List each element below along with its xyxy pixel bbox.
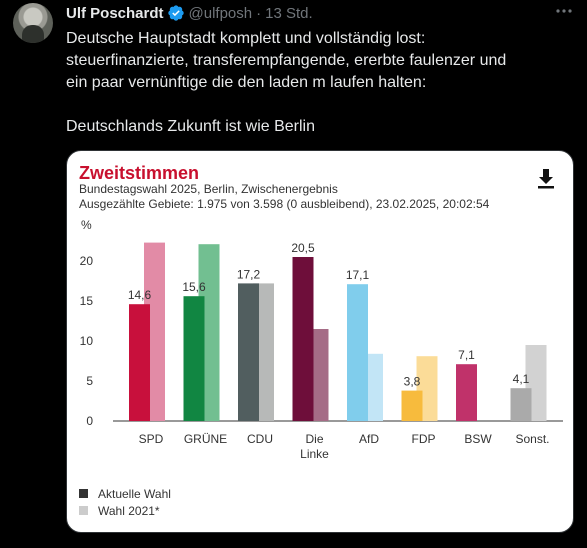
data-label: 3,8: [404, 375, 421, 389]
author-handle[interactable]: @ulfposh: [188, 4, 253, 22]
x-tick-label: CDU: [247, 432, 273, 446]
data-label: 17,1: [346, 268, 370, 282]
author-name[interactable]: Ulf Poschardt: [66, 4, 164, 22]
tweet-text-line: steuerfinanzierte, transferempfangende, …: [66, 52, 507, 69]
x-tick-label: Sonst.: [515, 432, 549, 446]
tweet-text-line: Deutschlands Zukunft ist wie Berlin: [66, 118, 315, 135]
bar-aktuelle-wahl: [129, 304, 150, 421]
x-tick-label: Linke: [300, 447, 329, 461]
tweet-text-line: ein paar vernünftige die den laden m lau…: [66, 74, 427, 91]
data-label: 17,2: [237, 267, 261, 281]
legend-swatch: [79, 506, 88, 515]
tweet-text: Deutsche Hauptstadt komplett und vollstä…: [66, 28, 571, 138]
separator: ·: [256, 4, 262, 22]
data-label: 14,6: [128, 288, 152, 302]
chart-subtitle-counted-areas: Ausgezählte Gebiete: 1.975 von 3.598 (0 …: [79, 197, 490, 211]
legend-label: Aktuelle Wahl: [98, 486, 171, 501]
bar-chart: % 0 5 10 15 20 14,6 SPD 15,6 GRÜNE 17,2 CDU 20,5 DieL…: [80, 218, 563, 461]
tweet-header: Ulf Poschardt @ulfposh · 13 Std.: [66, 3, 313, 23]
avatar[interactable]: [13, 3, 53, 43]
bar-aktuelle-wahl: [510, 388, 532, 421]
x-tick-label: BSW: [464, 432, 492, 446]
x-tick-label: Die: [305, 432, 323, 446]
bar-aktuelle-wahl: [238, 283, 259, 421]
chart-subtitle: Bundestagswahl 2025, Berlin, Zwischenerg…: [79, 182, 338, 196]
data-label: 4,1: [513, 372, 530, 386]
bar-aktuelle-wahl: [401, 390, 423, 421]
y-tick-label: 0: [86, 414, 93, 428]
data-label: 7,1: [458, 348, 475, 362]
x-tick-label: AfD: [359, 432, 379, 446]
tweet-text-line: Deutsche Hauptstadt komplett und vollstä…: [66, 30, 426, 47]
x-tick-label: GRÜNE: [184, 432, 227, 446]
more-horizontal-icon[interactable]: [553, 2, 575, 20]
x-tick-label: SPD: [139, 432, 164, 446]
legend-label: Wahl 2021*: [98, 503, 160, 518]
timestamp[interactable]: 13 Std.: [265, 4, 313, 22]
data-label: 20,5: [291, 241, 315, 255]
legend-item: Aktuelle Wahl: [79, 485, 171, 502]
chart-image-card[interactable]: Zweitstimmen Bundestagswahl 2025, Berlin…: [66, 150, 574, 533]
x-tick-label: FDP: [412, 432, 436, 446]
chart-legend: Aktuelle Wahl Wahl 2021*: [79, 485, 171, 519]
y-tick-label: 10: [80, 334, 94, 348]
bar-aktuelle-wahl: [292, 257, 314, 421]
download-icon[interactable]: [537, 168, 555, 190]
bar-aktuelle-wahl: [183, 296, 205, 421]
bar-aktuelle-wahl: [347, 284, 368, 421]
bar-aktuelle-wahl: [456, 364, 477, 421]
legend-swatch: [79, 489, 88, 498]
y-axis-unit-label: %: [81, 218, 92, 232]
y-tick-label: 20: [80, 254, 94, 268]
verified-badge-icon: [167, 5, 184, 21]
data-label: 15,6: [182, 280, 206, 294]
y-tick-label: 5: [86, 374, 93, 388]
chart-title: Zweitstimmen: [79, 163, 200, 183]
y-tick-label: 15: [80, 294, 94, 308]
legend-item: Wahl 2021*: [79, 502, 171, 519]
